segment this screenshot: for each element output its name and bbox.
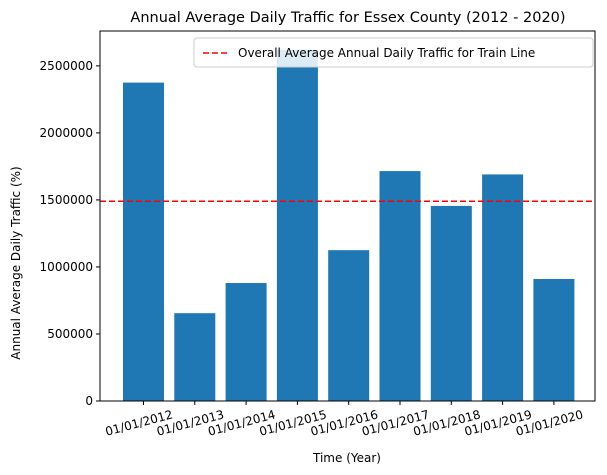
legend-label-reference-line: Overall Average Annual Daily Traffic for… bbox=[238, 46, 535, 60]
legend: Overall Average Annual Daily Traffic for… bbox=[193, 37, 594, 68]
y-axis-label: Annual Average Daily Traffic (%) bbox=[9, 166, 23, 359]
bar-01-01-2020 bbox=[533, 279, 575, 401]
legend-box bbox=[193, 37, 594, 68]
plot-area: 0500000100000015000002000000250000001/01… bbox=[40, 30, 596, 439]
y-tick-label: 1500000 bbox=[40, 193, 93, 207]
x-axis-label: Time (Year) bbox=[312, 451, 381, 465]
bar-01-01-2013 bbox=[174, 313, 216, 401]
bar-01-01-2014 bbox=[225, 283, 267, 401]
chart-title: Annual Average Daily Traffic for Essex C… bbox=[130, 10, 565, 26]
bar-01-01-2012 bbox=[123, 82, 164, 402]
y-tick-label: 500000 bbox=[47, 327, 93, 341]
y-tick-label: 0 bbox=[85, 394, 93, 408]
bar-01-01-2019 bbox=[482, 174, 524, 401]
bar-01-01-2018 bbox=[430, 205, 472, 401]
y-tick-label: 1000000 bbox=[40, 260, 93, 274]
bar-01-01-2017 bbox=[379, 171, 421, 401]
bar-01-01-2015 bbox=[276, 49, 318, 402]
y-tick-label: 2500000 bbox=[40, 59, 93, 73]
y-tick-label: 2000000 bbox=[40, 126, 93, 140]
bar-01-01-2016 bbox=[328, 250, 370, 401]
axes-frame bbox=[99, 30, 596, 402]
